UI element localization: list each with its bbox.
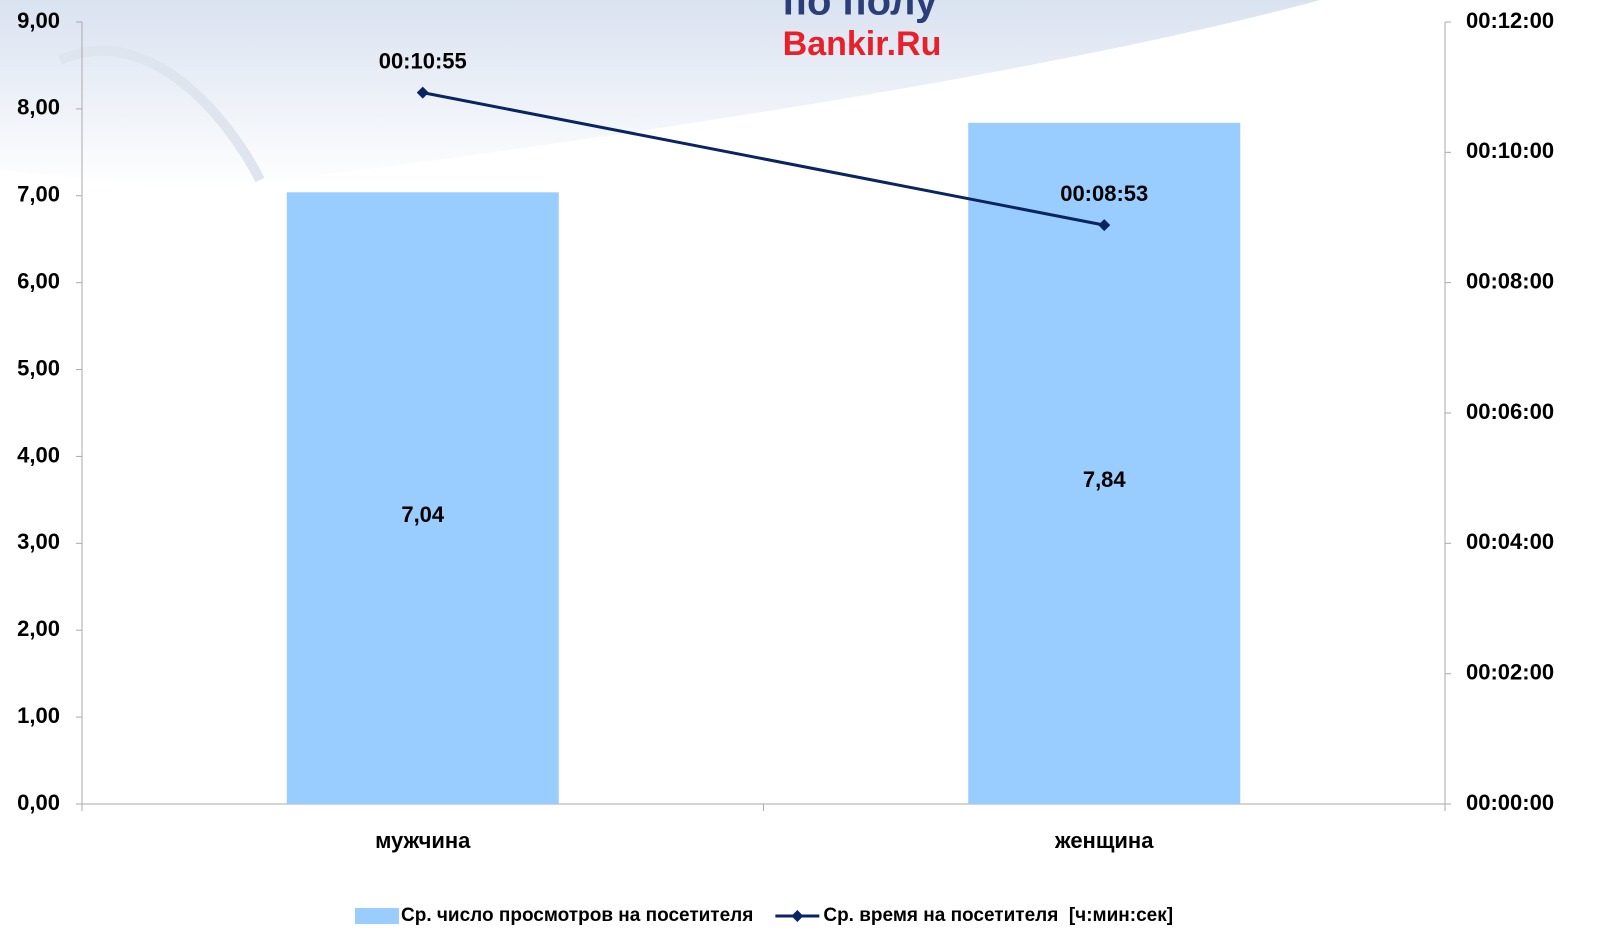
line-value-label: 00:10:55: [379, 48, 467, 73]
y2-tick-label: 00:06:00: [1466, 399, 1554, 424]
x-tick-label: мужчина: [375, 828, 471, 853]
y2-tick-label: 00:12:00: [1466, 8, 1554, 33]
bar-value-label: 7,84: [1083, 467, 1127, 492]
y-tick-label: 7,00: [17, 182, 60, 207]
bar-value-label: 7,04: [401, 502, 445, 527]
legend-swatch: [355, 908, 399, 924]
y2-tick-label: 00:00:00: [1466, 790, 1554, 815]
line-value-label: 00:08:53: [1060, 181, 1148, 206]
legend-label: Ср. число просмотров на посетителя: [401, 905, 753, 926]
y-tick-label: 1,00: [17, 703, 60, 728]
y2-tick-label: 00:04:00: [1466, 529, 1554, 554]
x-tick-label: женщина: [1054, 828, 1154, 853]
y-tick-label: 0,00: [17, 790, 60, 815]
y-tick-label: 3,00: [17, 529, 60, 554]
y2-tick-label: 00:02:00: [1466, 659, 1554, 684]
bar: [287, 192, 559, 804]
y-tick-label: 5,00: [17, 355, 60, 380]
y-tick-label: 8,00: [17, 95, 60, 120]
legend-marker: [791, 910, 803, 922]
y2-tick-label: 00:08:00: [1466, 268, 1554, 293]
y-tick-label: 2,00: [17, 616, 60, 641]
legend-label: Ср. время на посетителя [ч:мин:сек]: [823, 905, 1173, 926]
y2-tick-label: 00:10:00: [1466, 138, 1554, 163]
y-tick-label: 6,00: [17, 268, 60, 293]
chart-subtitle: Bankir.Ru: [783, 25, 942, 63]
y-tick-label: 4,00: [17, 442, 60, 467]
y-tick-label: 9,00: [17, 8, 60, 33]
chart-title: по полу: [783, 0, 938, 24]
chart: по полу Bankir.Ru 0,00 1,00 2,00 3,00 4,00 5,…: [0, 0, 1603, 950]
